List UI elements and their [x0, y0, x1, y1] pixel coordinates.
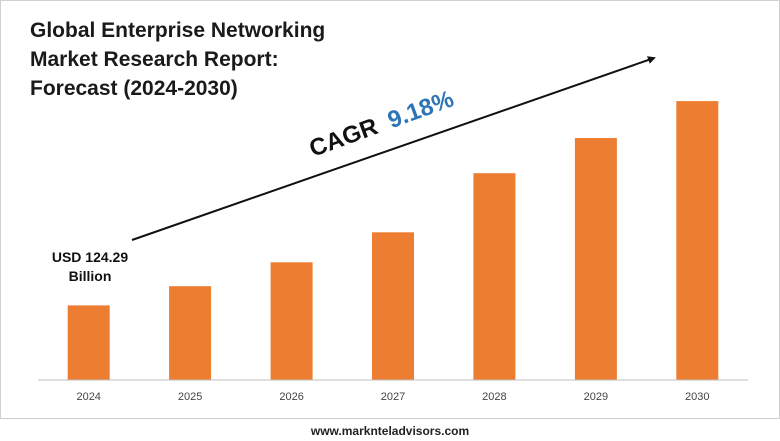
- x-tick-label-2030: 2030: [685, 391, 709, 403]
- bar-2027: [372, 232, 414, 380]
- bar-2030: [676, 101, 719, 380]
- bar-2029: [574, 138, 617, 380]
- cagr-annotation: CAGR 9.18%: [306, 85, 458, 162]
- bar-2026: [270, 262, 313, 380]
- cagr-value: 9.18%: [384, 85, 457, 134]
- start-value-line-2: Billion: [69, 268, 112, 284]
- cagr-label: CAGR: [306, 113, 382, 163]
- chart-title: Global Enterprise Networking Market Rese…: [30, 16, 370, 103]
- footer-bar: www.marknteladvisors.com: [0, 418, 780, 441]
- x-tick-labels-group: 2024 2025 2026 2027 2028 2029 2030: [76, 391, 709, 403]
- x-tick-label-2028: 2028: [482, 391, 506, 403]
- x-tick-label-2025: 2025: [178, 391, 202, 403]
- bar-2025: [169, 286, 212, 380]
- x-tick-label-2024: 2024: [76, 391, 100, 403]
- bars-group: [67, 101, 719, 380]
- x-tick-label-2029: 2029: [584, 391, 608, 403]
- footer-url: www.marknteladvisors.com: [310, 424, 470, 438]
- chart-title-line-2: Market Research Report:: [30, 48, 279, 71]
- growth-arrow: [131, 56, 656, 241]
- chart-title-line-3: Forecast (2024-2030): [30, 77, 238, 100]
- start-value-line-1: USD 124.29: [52, 249, 128, 265]
- bar-2024: [67, 305, 110, 380]
- bar-2028: [473, 173, 516, 380]
- chart-title-line-1: Global Enterprise Networking: [30, 19, 326, 42]
- x-tick-label-2026: 2026: [279, 391, 303, 403]
- x-tick-label-2027: 2027: [381, 391, 405, 403]
